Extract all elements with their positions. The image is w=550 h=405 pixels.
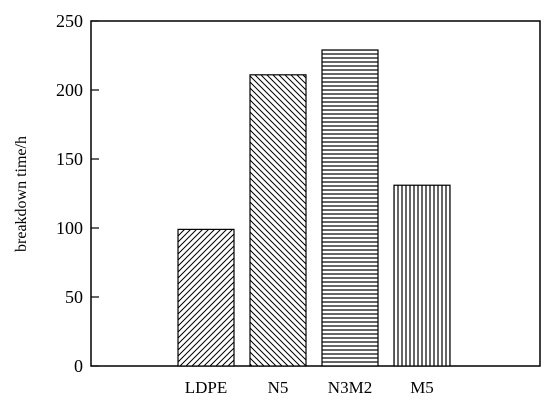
y-tick-label: 0 — [74, 356, 83, 376]
y-tick-label: 100 — [56, 218, 83, 238]
plot-frame — [90, 20, 541, 367]
y-axis-tick-labels: 0 50 100 150 200 250 — [56, 11, 83, 376]
y-tick-label: 50 — [65, 287, 83, 307]
x-axis-category-labels: LDPE N5 N3M2 M5 — [185, 378, 434, 397]
bar-n3m2 — [321, 49, 379, 367]
bar-ldpe — [177, 228, 235, 367]
y-tick-label: 150 — [56, 149, 83, 169]
y-axis-ticks — [91, 20, 99, 367]
x-category-label: LDPE — [185, 378, 228, 397]
y-tick-label: 200 — [56, 80, 83, 100]
x-category-label: N3M2 — [328, 378, 372, 397]
y-tick-label: 250 — [56, 11, 83, 31]
bar-m5 — [393, 184, 451, 367]
x-category-label: M5 — [410, 378, 434, 397]
x-category-label: N5 — [268, 378, 289, 397]
bar-n5 — [249, 74, 307, 367]
bars — [177, 49, 451, 367]
y-axis-title: breakdown time/h — [13, 136, 30, 252]
